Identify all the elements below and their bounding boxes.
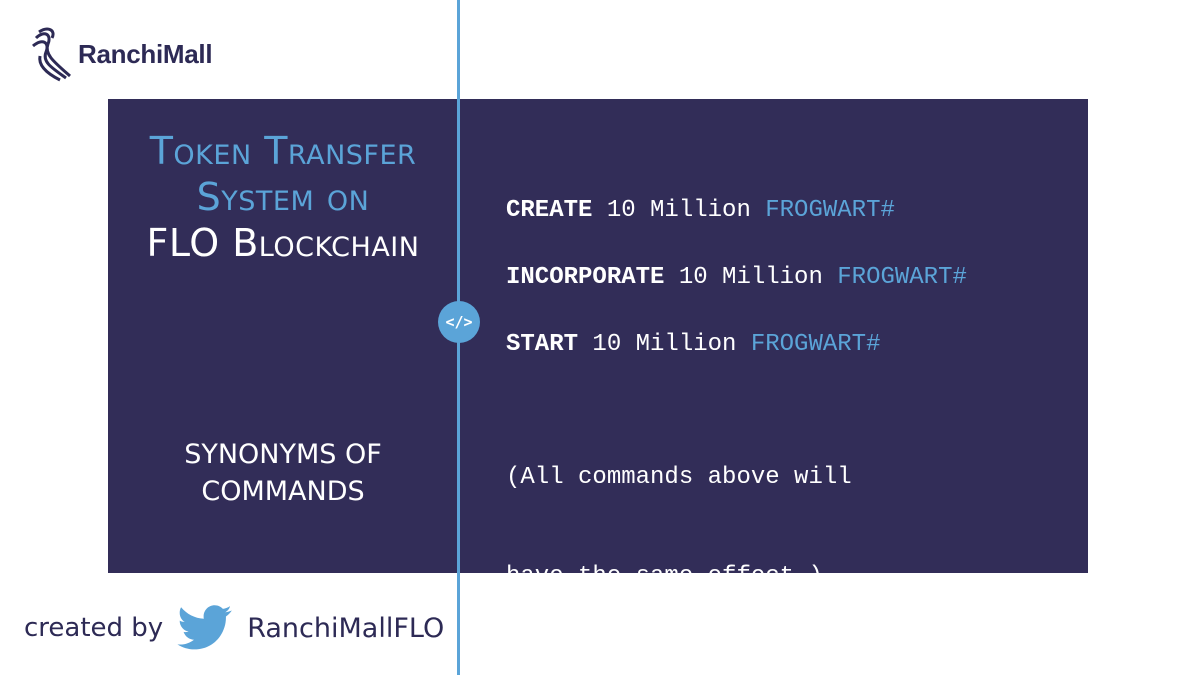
title-line-2: System on — [196, 175, 370, 219]
command-note: (All commands above will have the same e… — [506, 395, 967, 659]
subtitle-line-2: COMMANDS — [201, 476, 365, 507]
note-line-1: (All commands above will — [506, 464, 852, 491]
command-list: CREATE 10 Million FROGWART# INCORPORATE … — [506, 194, 967, 659]
section-subtitle: SYNONYMS OF COMMANDS — [108, 436, 458, 510]
command-token: FROGWART# — [750, 331, 881, 358]
page-title: Token Transfer System on FLO Blockchain — [108, 128, 458, 266]
command-keyword: INCORPORATE — [506, 264, 665, 291]
title-line-1: Token Transfer — [149, 129, 417, 173]
brand-name: RanchiMall — [78, 38, 213, 69]
command-token: FROGWART# — [837, 264, 967, 291]
command-item: CREATE 10 Million FROGWART# — [506, 194, 967, 228]
command-amount: 10 Million — [664, 264, 838, 291]
subtitle-line-1: SYNONYMS OF — [184, 439, 382, 470]
command-keyword: CREATE — [506, 197, 593, 224]
footer-credit: created by RanchiMallFLO — [24, 600, 444, 656]
brand-logo: RanchiMall — [30, 24, 213, 84]
twitter-handle[interactable]: RanchiMallFLO — [247, 612, 445, 644]
content-panel — [108, 99, 1088, 573]
command-amount: 10 Million — [578, 331, 751, 358]
twitter-icon — [177, 605, 232, 650]
command-item: START 10 Million FROGWART# — [506, 328, 967, 362]
code-icon: </> — [438, 301, 480, 343]
command-amount: 10 Million — [592, 197, 766, 224]
created-by-label: created by — [24, 613, 164, 643]
ranchimall-logo-icon — [32, 27, 71, 82]
title-line-3: FLO Blockchain — [146, 221, 420, 265]
command-token: FROGWART# — [765, 197, 895, 224]
command-keyword: START — [506, 331, 579, 358]
note-line-2: have the same effect.) — [506, 563, 823, 590]
command-item: INCORPORATE 10 Million FROGWART# — [506, 261, 967, 295]
